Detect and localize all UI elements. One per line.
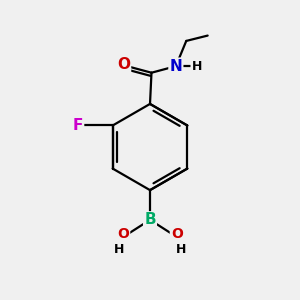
Text: H: H	[191, 60, 202, 73]
Text: F: F	[73, 118, 83, 133]
Text: O: O	[171, 227, 183, 241]
Text: H: H	[176, 243, 186, 256]
Text: O: O	[117, 227, 129, 241]
Text: H: H	[114, 243, 124, 256]
Text: O: O	[117, 57, 130, 72]
Text: B: B	[144, 212, 156, 227]
Text: N: N	[169, 59, 182, 74]
